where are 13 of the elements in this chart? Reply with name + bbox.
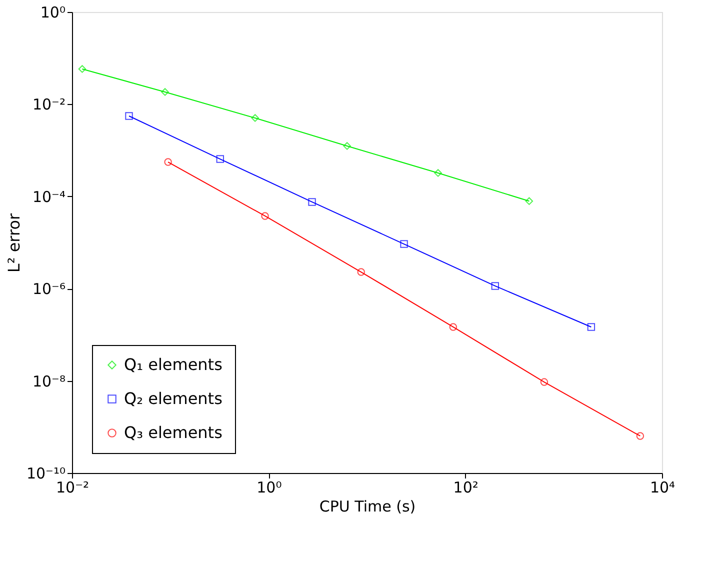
legend-label: Q₂ elements: [124, 389, 222, 408]
y-tick-label: 10⁰: [40, 4, 66, 22]
x-axis-title: CPU Time (s): [319, 498, 416, 516]
y-tick-label: 10⁻⁴: [32, 188, 66, 206]
x-tick-label: 10²: [453, 478, 478, 496]
x-tick-label: 10⁰: [256, 478, 282, 496]
y-tick-label: 10⁻⁸: [32, 372, 66, 390]
y-tick-label: 10⁻⁶: [32, 280, 66, 298]
legend-label: Q₁ elements: [124, 355, 222, 374]
y-tick-label: 10⁻²: [32, 96, 66, 114]
x-tick-label: 10⁴: [650, 478, 676, 496]
y-axis-title: L² error: [4, 213, 24, 273]
legend-label: Q₃ elements: [124, 423, 222, 442]
